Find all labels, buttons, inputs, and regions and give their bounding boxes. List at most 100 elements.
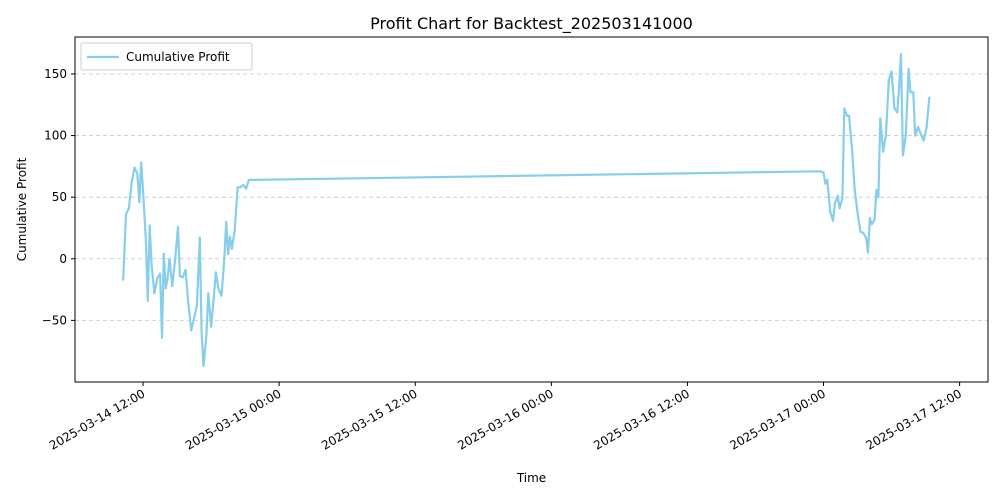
data-point (838, 207, 841, 210)
data-point (153, 292, 156, 295)
data-point (195, 304, 198, 307)
data-point (214, 271, 217, 274)
x-tick-label: 2025-03-17 12:00 (863, 386, 964, 452)
data-point (174, 257, 177, 260)
data-point (850, 146, 854, 149)
data-point (251, 178, 254, 181)
grid-layer (75, 73, 988, 321)
data-point (914, 134, 917, 137)
data-point (136, 172, 139, 175)
data-point (898, 85, 901, 88)
data-point (190, 329, 193, 332)
data-point (217, 288, 220, 291)
data-point (187, 303, 190, 306)
data-point (831, 219, 835, 222)
data-point (245, 187, 248, 190)
data-point (912, 91, 915, 94)
x-tick-label: 2025-03-15 00:00 (183, 386, 284, 452)
data-point (904, 134, 907, 137)
legend: Cumulative Profit (80, 42, 253, 71)
data-point (884, 134, 888, 137)
y-tick-label: 0 (59, 252, 67, 266)
data-point (899, 53, 903, 56)
data-point (225, 220, 228, 223)
data-point (130, 181, 133, 184)
data-point (841, 197, 844, 200)
data-point (162, 252, 165, 255)
x-axis-ticks: 2025-03-14 12:00 2025-03-15 00:00 2025-03-… (47, 382, 964, 453)
data-point (833, 202, 837, 205)
data-point (156, 277, 159, 280)
data-point (202, 364, 205, 368)
data-point (818, 170, 821, 173)
data-point (242, 183, 245, 186)
data-point (868, 217, 872, 220)
data-point (230, 247, 233, 250)
data-point (859, 230, 862, 233)
data-point (928, 96, 931, 99)
data-point (141, 188, 145, 191)
data-point (159, 272, 162, 275)
data-point (200, 331, 203, 334)
data-point (901, 154, 905, 157)
data-point (890, 70, 893, 73)
data-point (879, 117, 882, 120)
legend-label-cumulative-profit: Cumulative Profit (126, 50, 230, 64)
series-layer (122, 53, 931, 368)
data-point (150, 263, 153, 266)
data-point (198, 236, 201, 239)
data-point (210, 325, 213, 328)
y-tick-label: −50 (42, 313, 67, 327)
data-point (865, 236, 868, 239)
data-point (171, 284, 174, 287)
series-line-0 (122, 53, 931, 368)
x-tick-label: 2025-03-16 00:00 (455, 386, 556, 452)
data-point (220, 294, 223, 297)
x-tick-label: 2025-03-17 00:00 (727, 386, 828, 452)
y-tick-label: 100 (44, 129, 67, 143)
data-point (207, 292, 210, 295)
chart-title: Profit Chart for Backtest_202503141000 (370, 14, 693, 34)
data-point (138, 201, 141, 204)
data-point (925, 125, 928, 128)
data-point (184, 268, 187, 271)
data-point (122, 278, 125, 281)
data-point (866, 251, 870, 254)
data-point (236, 186, 239, 189)
data-point (836, 194, 839, 197)
x-tick-label: 2025-03-14 12:00 (47, 386, 148, 452)
data-point (227, 252, 230, 255)
y-tick-label: 50 (52, 190, 67, 204)
data-point (233, 229, 236, 232)
data-point (140, 161, 143, 164)
data-point (160, 336, 164, 339)
data-point (146, 299, 149, 302)
data-point (877, 196, 880, 199)
data-point (133, 166, 136, 169)
x-tick-label: 2025-03-16 12:00 (591, 386, 692, 452)
data-point (148, 224, 151, 227)
data-point (896, 111, 899, 114)
data-point (247, 178, 250, 181)
data-point (144, 239, 147, 242)
plot-frame (74, 36, 989, 383)
data-point (164, 287, 167, 290)
data-point (239, 186, 242, 189)
data-point (205, 334, 208, 337)
x-tick-label: 2025-03-15 12:00 (319, 386, 420, 452)
x-axis-label: Time (516, 471, 546, 485)
data-point (181, 276, 184, 279)
data-point (893, 107, 896, 110)
data-point (917, 125, 920, 128)
data-point (127, 207, 130, 210)
data-point (193, 316, 196, 319)
legend-box (80, 42, 253, 71)
data-point (176, 225, 180, 228)
data-point (178, 274, 181, 278)
data-point (223, 257, 226, 260)
data-point (848, 114, 851, 117)
data-point (822, 171, 825, 174)
data-point (846, 114, 849, 117)
data-point (212, 294, 215, 297)
